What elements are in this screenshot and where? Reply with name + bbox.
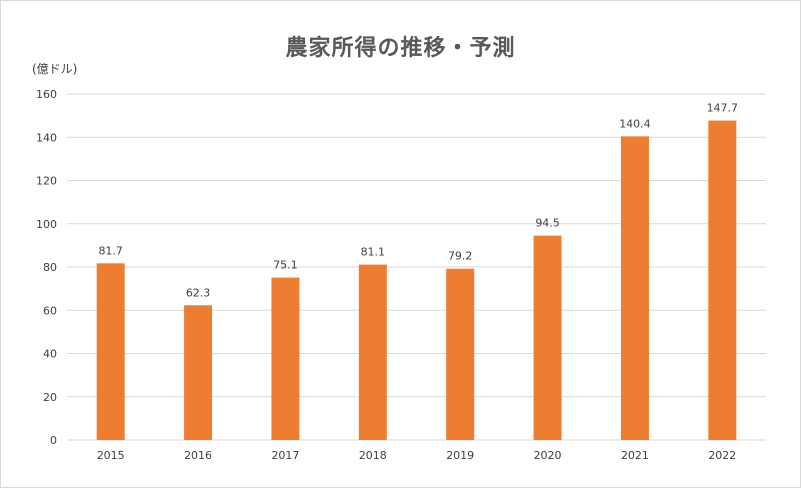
data-label-2015: 81.7 [98, 244, 123, 257]
x-tick-label-2022: 2022 [708, 449, 736, 462]
y-tick-label-140: 140 [36, 131, 57, 144]
x-tick-label-2021: 2021 [621, 449, 649, 462]
y-axis-unit-label: (億ドル) [32, 62, 78, 76]
y-tick-label-20: 20 [43, 391, 57, 404]
x-tick-label-2018: 2018 [359, 449, 387, 462]
y-tick-label-80: 80 [43, 261, 57, 274]
data-label-2017: 75.1 [273, 259, 298, 272]
x-tick-label-2016: 2016 [184, 449, 212, 462]
y-tick-label-40: 40 [43, 348, 57, 361]
gridlines [67, 93, 766, 441]
x-tick-label-2017: 2017 [271, 449, 299, 462]
y-tick-label-160: 160 [36, 88, 57, 101]
y-axis-ticks: 0 20 40 60 80 100 120 140 160 [36, 88, 57, 447]
data-label-2019: 79.2 [448, 250, 473, 263]
x-tick-label-2020: 2020 [534, 449, 562, 462]
bar-2018 [358, 264, 387, 440]
data-label-2020: 94.5 [535, 217, 560, 230]
bar-2015 [96, 263, 125, 440]
bar-2020 [533, 235, 562, 440]
data-label-2018: 81.1 [361, 246, 386, 259]
data-label-2022: 147.7 [707, 102, 739, 115]
bar-2022 [708, 120, 737, 440]
data-label-2021: 140.4 [619, 117, 651, 130]
x-tick-label-2019: 2019 [446, 449, 474, 462]
data-labels: 81.7 62.3 75.1 81.1 79.2 94.5 140.4 147.7 [98, 102, 738, 300]
bars [96, 120, 737, 440]
bar-2021 [620, 136, 649, 440]
data-label-2016: 62.3 [186, 286, 211, 299]
x-tick-label-2015: 2015 [97, 449, 125, 462]
y-tick-label-0: 0 [50, 434, 57, 447]
y-tick-label-60: 60 [43, 304, 57, 317]
x-axis-ticks: 2015 2016 2017 2018 2019 2020 2021 2022 [97, 449, 737, 462]
bar-2016 [184, 305, 213, 440]
y-tick-label-100: 100 [36, 218, 57, 231]
bar-2019 [446, 268, 475, 440]
y-tick-label-120: 120 [36, 175, 57, 188]
chart-title: 農家所得の推移・予測 [285, 36, 516, 61]
bar-2017 [271, 277, 300, 440]
